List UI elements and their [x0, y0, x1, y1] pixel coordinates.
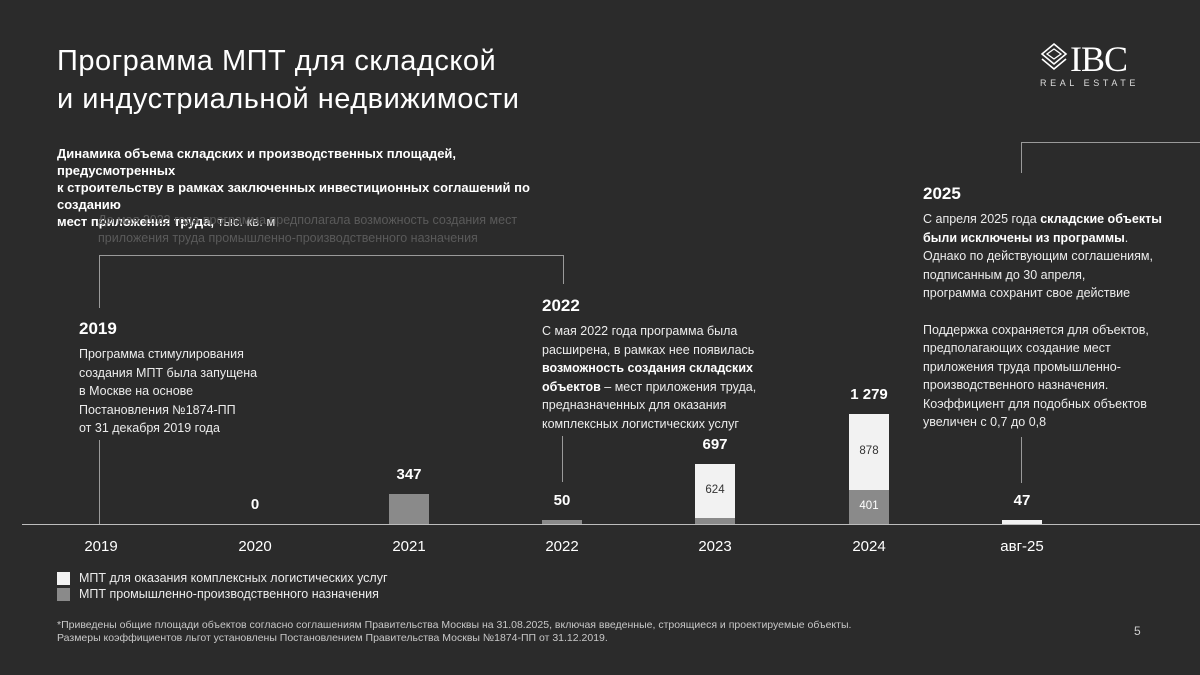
x-tick-label-2021: 2021	[392, 538, 426, 555]
annotation-2019-text: Программа стимулирования создания МПТ бы…	[79, 345, 299, 438]
annotation-2019-year: 2019	[79, 319, 117, 338]
bar-total-label-2021: 347	[396, 466, 422, 484]
legend-swatch-industrial	[57, 588, 70, 601]
subtitle-line-3: мест приложения труда, тыс. кв. м	[57, 213, 577, 230]
annotation-2025-line: предполагающих создание мест	[923, 341, 1111, 355]
bar-industrial-2023	[695, 517, 735, 524]
title-line-2: и индустриальной недвижимости	[57, 83, 520, 115]
x-tick-label-2020: 2020	[238, 538, 272, 555]
bar-industrial-2021	[389, 494, 429, 524]
annotation-2022-bold: объектов	[542, 379, 601, 394]
subtitle-unit: тыс. кв. м	[213, 214, 276, 229]
annotation-2022-text: С мая 2022 года программа была расширена…	[542, 322, 792, 433]
annotation-2025-line: Поддержка сохраняется для объектов,	[923, 322, 1149, 337]
annotation-2025-line: Коэффициент для подобных объектов	[923, 396, 1147, 411]
annotation-2019-line: от 31 декабря 2019 года	[79, 421, 220, 435]
bracket-2019-2022	[99, 255, 564, 284]
annotation-2022-line: С мая 2022 года программа была	[542, 324, 738, 338]
annotation-2025-line: были исключены из программы.	[923, 229, 1193, 248]
subtitle-line-2: к строительству в рамках заключенных инв…	[57, 180, 530, 212]
leader-line-2022	[562, 436, 563, 482]
annotation-2025-line: увеличен с 0,7 до 0,8	[923, 415, 1047, 429]
annotation-2025-line: программа сохранит свое действие	[923, 286, 1131, 300]
logo-subtitle: REAL ESTATE	[1040, 78, 1139, 88]
title-line-1: Программа МПТ для складской	[57, 45, 497, 77]
chart-subtitle: Динамика объема складских и производстве…	[57, 145, 577, 230]
leader-line-2025	[1021, 437, 1022, 483]
segment-label-logistics-2024: 878	[859, 444, 879, 457]
annotation-2019-line: создания МПТ была запущена	[79, 365, 258, 380]
legend-label-industrial: МПТ промышленно-производственного назнач…	[79, 587, 379, 601]
annotation-2025-line: подписанным до 30 апреля,	[923, 267, 1086, 282]
x-tick-label-2023: 2023	[698, 538, 732, 555]
bar-total-label-авг-25: 47	[1013, 491, 1031, 509]
annotation-2025-bold: были исключены из программы	[923, 230, 1125, 245]
annotation-2019-line: Программа стимулирования	[79, 347, 244, 361]
annotation-2019-line: в Москве на основе	[79, 384, 194, 398]
footnote-line-2: Размеры коэффициентов льгот установлены …	[57, 632, 608, 644]
annotation-2022-rest: – мест приложения труда,	[600, 379, 757, 394]
legend-label-logistics: МПТ для оказания комплексных логистическ…	[79, 571, 388, 585]
bar-total-label-2020: 0	[250, 496, 260, 513]
segment-label-industrial-2024: 401	[859, 499, 879, 512]
logo-name: IBC	[1070, 39, 1128, 79]
pre-2022-note: До мая 2022 года программа предполагала …	[98, 211, 568, 247]
annotation-2022-line: расширена, в рамках нее появилась	[542, 342, 755, 357]
x-tick-label-2022: 2022	[545, 538, 579, 555]
annotation-2022-line: объектов – мест приложения труда,	[542, 378, 792, 397]
bracket-2025	[1021, 142, 1200, 173]
bar-total-label-2023: 697	[702, 436, 728, 454]
x-tick-label-2024: 2024	[852, 538, 886, 555]
pre-2022-note-line-1: До мая 2022 года программа предполагала …	[98, 213, 518, 227]
annotation-2022-line: предназначенных для оказания	[542, 398, 727, 412]
footnote-line-1: *Приведены общие площади объектов соглас…	[57, 619, 852, 631]
subtitle-line-3-text: мест приложения труда,	[57, 214, 214, 229]
x-tick-label-авг-25: авг-25	[1000, 538, 1044, 555]
bar-industrial-2024	[849, 489, 889, 524]
bar-logistics-2024	[849, 414, 889, 490]
annotation-2022: 2022 С мая 2022 года программа была расш…	[542, 296, 792, 433]
segment-label-logistics-2023: 624	[705, 483, 725, 496]
leader-line-2019-lower	[99, 440, 100, 524]
footnote: *Приведены общие площади объектов соглас…	[57, 619, 1057, 645]
ibc-logo: IBC REAL ESTATE	[1040, 39, 1144, 88]
annotation-2022-line: возможность создания складских	[542, 359, 792, 378]
annotation-2025-line: Однако по действующим соглашениям,	[923, 249, 1153, 263]
bar-total-label-2022: 50	[553, 491, 571, 509]
annotation-2022-year: 2022	[542, 296, 580, 315]
annotation-2022-bold: возможность создания складских	[542, 361, 753, 375]
annotation-2025-line: производственного назначения.	[923, 378, 1109, 392]
annotation-2025-bold: складские объекты	[1040, 212, 1162, 226]
annotation-2019-line: Постановления №1874-ПП	[79, 402, 236, 417]
x-tick-label-2019: 2019	[84, 538, 118, 555]
bar-logistics-авг-25	[1002, 519, 1042, 524]
page-number: 5	[1134, 624, 1141, 638]
annotation-2025-year: 2025	[923, 184, 961, 203]
leader-line-2019	[99, 283, 100, 308]
annotation-2025: 2025 С апреля 2025 года складские объект…	[923, 184, 1193, 432]
annotation-2025-line: приложения труда промышленно-	[923, 359, 1121, 374]
subtitle-line-1: Динамика объема складских и производстве…	[57, 146, 457, 178]
annotation-2022-line: комплексных логистических услуг	[542, 416, 739, 431]
annotation-2019: 2019 Программа стимулирования создания М…	[79, 319, 299, 438]
page-title: Программа МПТ для складской и индустриал…	[57, 42, 519, 118]
annotation-2025-line: С апреля 2025 года складские объекты	[923, 210, 1193, 229]
bar-logistics-2023	[695, 464, 735, 518]
pre-2022-note-line-2: приложения труда промышленно-производств…	[98, 231, 478, 245]
x-axis-baseline	[22, 524, 1200, 525]
legend-swatch-logistics	[57, 572, 70, 585]
annotation-2025-rest: .	[1124, 230, 1129, 245]
bar-total-label-2024: 1 279	[850, 386, 888, 403]
diamond-logo-icon	[1040, 42, 1068, 71]
annotation-2025-l1: С апреля 2025 года	[923, 212, 1041, 226]
bar-industrial-2022	[542, 519, 582, 524]
annotation-2025-text: С апреля 2025 года складские объекты был…	[923, 210, 1193, 432]
